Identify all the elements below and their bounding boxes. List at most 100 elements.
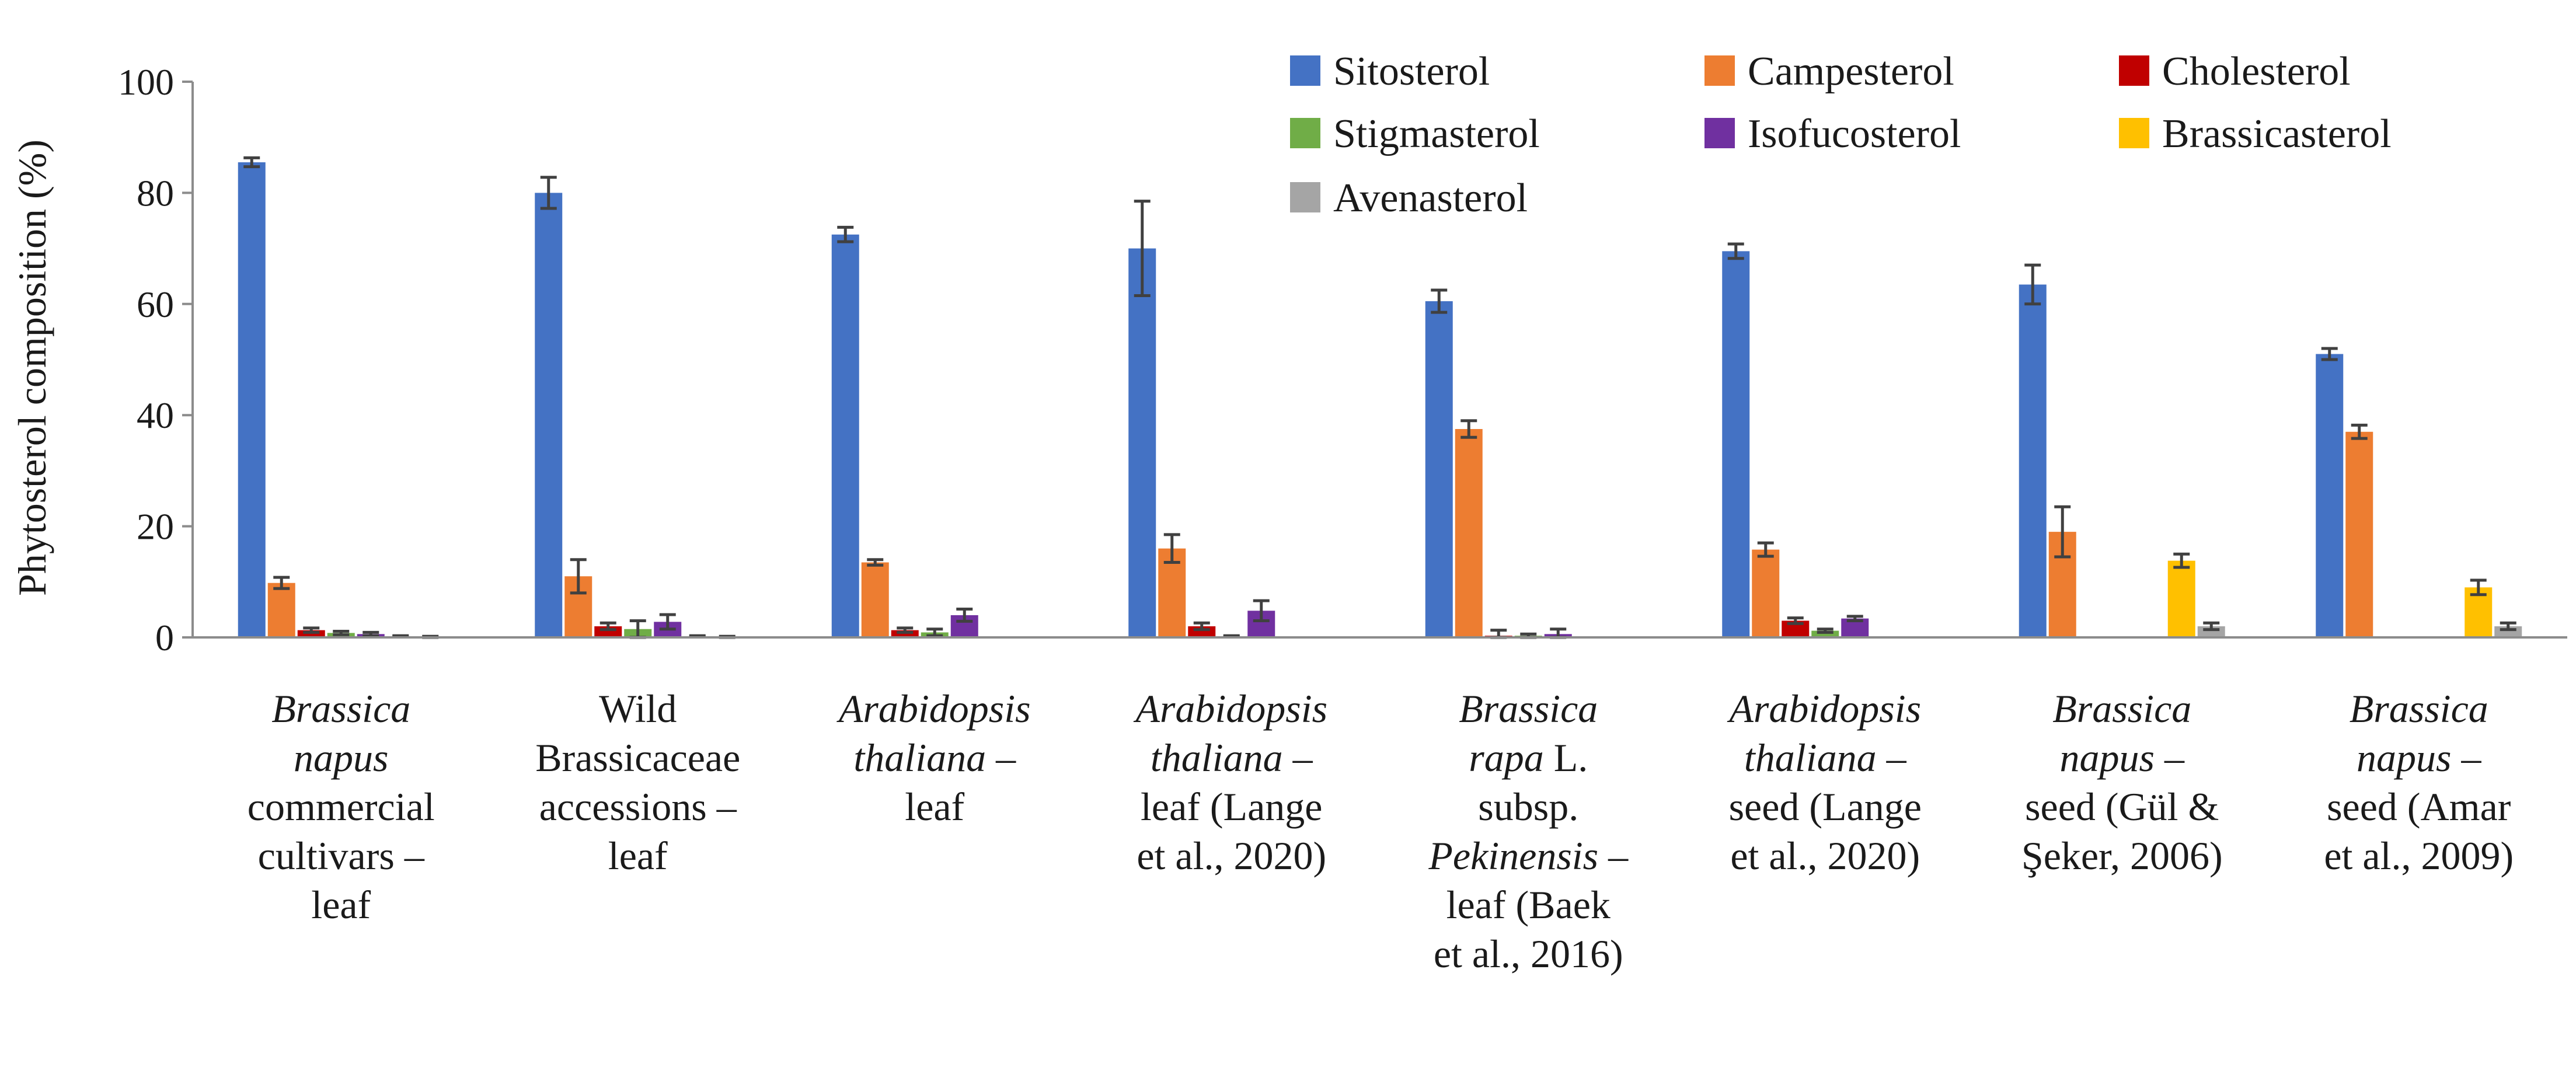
x-category-label-line: et al., 2020) (1137, 834, 1326, 878)
legend-item-sitosterol: Sitosterol (1290, 49, 1490, 94)
error-bar (2321, 347, 2338, 361)
error-bar (1193, 621, 1210, 632)
bar-sitosterol (1722, 251, 1750, 637)
legend-swatch (2119, 118, 2149, 148)
x-category-label-line: subsp. (1478, 784, 1578, 829)
x-category-label-line: seed (Gül & (2025, 784, 2219, 829)
error-bar (837, 225, 854, 243)
legend-label: Campesterol (1748, 49, 1954, 94)
error-bar (2024, 263, 2041, 306)
legend-label: Stigmasterol (1333, 111, 1540, 156)
error-bar (2351, 423, 2368, 440)
x-category-label-line: Arabidopsis (1133, 686, 1327, 731)
legend-swatch (1290, 182, 1320, 212)
legend-item-stigmasterol: Stigmasterol (1290, 111, 1540, 156)
error-bar (2054, 505, 2071, 559)
x-category-label-line: thaliana – (1744, 735, 1907, 780)
error-bar (599, 621, 616, 632)
error-bar (1460, 419, 1477, 439)
legend-item-cholesterol: Cholesterol (2119, 49, 2351, 94)
legend-swatch (1290, 118, 1320, 148)
bar-campesterol (267, 583, 295, 637)
error-bar (1253, 599, 1270, 622)
series-isofucosterol (357, 599, 1869, 639)
x-category-label-line: Pekinensis – (1428, 834, 1629, 878)
error-bar (2173, 552, 2190, 569)
error-bar (867, 558, 884, 567)
error-bar (2500, 621, 2516, 632)
y-tick-label: 0 (155, 617, 174, 658)
bar-campesterol (1752, 549, 1780, 637)
y-tick-label: 40 (137, 395, 174, 436)
error-bar (1431, 288, 1448, 314)
error-bar (2203, 621, 2220, 632)
error-bar (659, 613, 676, 631)
bar-sitosterol (1128, 248, 1156, 638)
series-cholesterol (297, 616, 1810, 639)
error-bar (2470, 578, 2487, 597)
x-category-label-line: Arabidopsis (1727, 686, 1921, 731)
legend-swatch (1704, 55, 1735, 86)
legend-item-isofucosterol: Isofucosterol (1704, 111, 1961, 156)
error-bar (1163, 533, 1180, 564)
x-category-label-line: leaf (Lange (1141, 784, 1322, 829)
error-bar (897, 626, 914, 634)
bar-stigmasterol (1811, 630, 1839, 637)
x-category-label-line: rapa L. (1469, 735, 1588, 780)
error-bar (1846, 615, 1863, 622)
bar-sitosterol (831, 234, 859, 637)
series-campesterol (267, 419, 2373, 637)
x-category-label-line: thaliana – (1151, 735, 1313, 780)
error-bar (1817, 627, 1833, 634)
error-bar (303, 626, 320, 634)
y-tick-labels: 0 20 40 60 80 100 (118, 61, 174, 658)
y-tick-label: 60 (137, 284, 174, 325)
error-bar (362, 630, 379, 637)
legend-label: Avenasterol (1333, 176, 1528, 221)
x-category-label-line: Şeker, 2006) (2021, 834, 2223, 878)
x-category-label-line: Brassica (2350, 686, 2488, 731)
x-category-label-line: seed (Lange (1729, 784, 1922, 829)
x-category-label-line: commercial (248, 784, 435, 829)
y-tick-label: 100 (118, 61, 174, 103)
error-bar (1757, 541, 1774, 558)
error-bar (926, 627, 943, 637)
error-bar (540, 176, 557, 210)
legend-swatch (1704, 118, 1735, 148)
bar-campesterol (861, 562, 889, 637)
y-axis-title-group: Phytosterol composition (%) (10, 140, 54, 596)
bar-campesterol (1455, 429, 1483, 637)
bars (238, 156, 2522, 639)
legend-item-avenasterol: Avenasterol (1290, 176, 1528, 221)
error-bar (1134, 200, 1151, 298)
legend-item-brassicasterol: Brassicasterol (2119, 111, 2392, 156)
bar-sitosterol (2316, 354, 2344, 637)
x-category-label-line: leaf (905, 784, 964, 829)
x-category-label-line: leaf (Baek (1446, 883, 1611, 927)
bar-sitosterol (1425, 301, 1453, 637)
axes (182, 81, 2567, 639)
legend-label: Sitosterol (1333, 49, 1490, 94)
x-category-label-line: napus – (2357, 735, 2481, 780)
legend-swatch (1290, 55, 1320, 86)
error-bar (243, 156, 260, 169)
legend-item-campesterol: Campesterol (1704, 49, 1954, 94)
x-category-label-line: Brassica (271, 686, 410, 731)
x-category-label-line: accessions – (539, 784, 737, 829)
x-category-label-line: thaliana – (853, 735, 1016, 780)
y-tick-label: 80 (137, 172, 174, 214)
legend-label: Brassicasterol (2162, 111, 2392, 156)
x-category-label-line: seed (Amar (2327, 784, 2511, 829)
error-bar (1787, 616, 1804, 625)
x-category-label-line: Arabidopsis (836, 686, 1031, 731)
error-bar (1727, 242, 1744, 260)
x-category-label-line: Brassicaceae (535, 735, 740, 780)
x-category-label-line: et al., 2016) (1434, 932, 1623, 976)
legend-swatch (2119, 55, 2149, 86)
